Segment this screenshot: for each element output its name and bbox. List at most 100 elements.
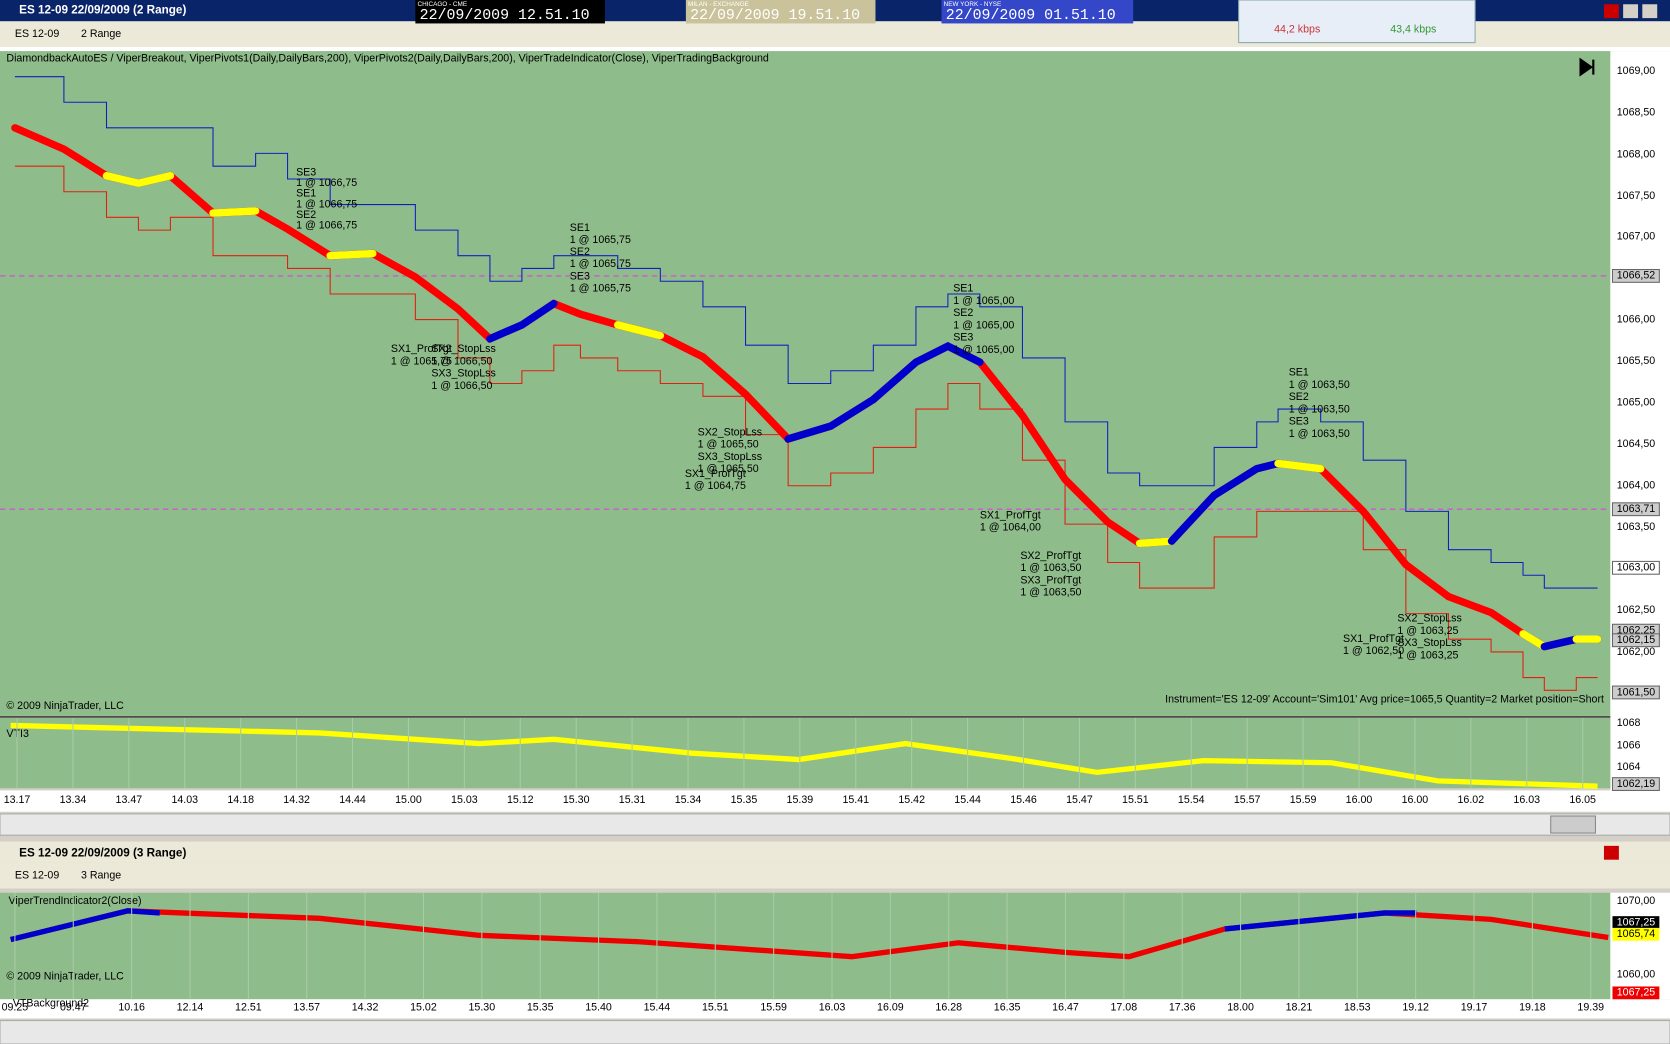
price-label: 1060,00 bbox=[1617, 969, 1656, 981]
clock bbox=[415, 0, 605, 24]
go-end[interactable] bbox=[1579, 57, 1595, 77]
trade-annotation: SE2 bbox=[953, 307, 973, 319]
position-info: Instrument='ES 12-09' Account='Sim101' A… bbox=[1165, 694, 1604, 706]
close-button[interactable] bbox=[1603, 845, 1619, 860]
time-label: 16.28 bbox=[935, 1002, 962, 1014]
minimize-button[interactable] bbox=[1623, 4, 1639, 19]
trend2-line bbox=[1224, 910, 1417, 932]
trade-annotation: 1 @ 1065,75 bbox=[570, 283, 631, 295]
time-label: 16.02 bbox=[1458, 794, 1485, 806]
scrollbar[interactable] bbox=[0, 1020, 1670, 1044]
price-label: 1066,00 bbox=[1617, 313, 1656, 325]
trade-annotation: 1 @ 1064,00 bbox=[980, 522, 1041, 534]
trade-annotation: 1 @ 1065,50 bbox=[698, 439, 759, 451]
upload-rate: 43,4 kbps bbox=[1390, 24, 1436, 36]
scrollbar[interactable] bbox=[0, 813, 1670, 836]
trade-annotation: 1 @ 1065,00 bbox=[953, 344, 1014, 356]
trend-line bbox=[1274, 459, 1325, 473]
trade-annotation: 1 @ 1063,25 bbox=[1397, 650, 1458, 662]
time-label: 19.39 bbox=[1577, 1002, 1604, 1014]
price-tag-label: 1065,74 bbox=[1617, 928, 1656, 940]
network-meter bbox=[1238, 0, 1476, 44]
instrument-select[interactable]: ES 12-09 bbox=[15, 869, 59, 881]
period-select[interactable]: 3 Range bbox=[81, 869, 121, 881]
copyright: © 2009 NinjaTrader, LLC bbox=[6, 700, 124, 712]
toolbar bbox=[0, 862, 1670, 889]
time-label: 16.35 bbox=[994, 1002, 1021, 1014]
trend-line bbox=[1519, 630, 1549, 651]
time-label: 15.59 bbox=[1290, 794, 1317, 806]
trend2-line bbox=[10, 908, 160, 943]
time-label: 16.00 bbox=[1402, 794, 1429, 806]
time-label: 09.47 bbox=[60, 1002, 87, 1014]
price-band bbox=[14, 76, 1598, 589]
trade-annotation: SE3 bbox=[296, 166, 316, 178]
trade-annotation: 1 @ 1065,75 bbox=[570, 234, 631, 246]
trade-annotation: SE1 bbox=[296, 188, 316, 200]
time-label: 15.34 bbox=[675, 794, 702, 806]
maximize-button[interactable] bbox=[1642, 4, 1658, 19]
scroll-thumb[interactable] bbox=[1550, 815, 1596, 834]
trade-annotation: SX3_StopLss bbox=[698, 451, 762, 463]
trade-annotation: 1 @ 1065,50 bbox=[698, 463, 759, 475]
trade-annotation: 1 @ 1063,50 bbox=[1289, 428, 1350, 440]
time-label: 13.17 bbox=[4, 794, 31, 806]
price-label: 1069,00 bbox=[1617, 65, 1656, 77]
price-tag-label: 1061,50 bbox=[1617, 686, 1656, 698]
trend-line bbox=[614, 321, 665, 340]
trend-line bbox=[102, 172, 175, 188]
trade-annotation: 1 @ 1063,50 bbox=[1020, 587, 1081, 599]
time-label: 15.57 bbox=[1234, 794, 1261, 806]
price-band bbox=[14, 165, 1598, 691]
trade-annotation: SE3 bbox=[570, 270, 590, 282]
price-tag bbox=[1611, 777, 1660, 791]
price-label: 1067,50 bbox=[1617, 190, 1656, 202]
trend-line bbox=[1135, 537, 1176, 548]
trade-annotation: 1 @ 1063,50 bbox=[1020, 562, 1081, 574]
clock-time: 22/09/2009 19.51.10 bbox=[690, 8, 860, 24]
clock-time: 22/09/2009 01.51.10 bbox=[946, 8, 1116, 24]
price-tag bbox=[1612, 916, 1660, 929]
time-label: 10.16 bbox=[118, 1002, 145, 1014]
copyright: © 2009 NinjaTrader, LLC bbox=[6, 971, 124, 983]
price-tag bbox=[1611, 268, 1660, 283]
trade-annotation: SX2_StopLss bbox=[1397, 613, 1461, 625]
trade-annotation: 1 @ 1066,75 bbox=[296, 177, 357, 189]
window-title: ES 12-09 22/09/2009 (2 Range) bbox=[19, 4, 186, 17]
clock-place: MILAN - EXCHANGE bbox=[688, 1, 749, 8]
trend-line bbox=[326, 249, 377, 260]
trade-annotation: 1 @ 1063,25 bbox=[1397, 625, 1458, 637]
close-button[interactable] bbox=[1603, 4, 1619, 19]
title-bar bbox=[0, 841, 1670, 863]
price-label: 1064,00 bbox=[1617, 480, 1656, 492]
time-label: 15.44 bbox=[954, 794, 981, 806]
time-label: 15.35 bbox=[731, 794, 758, 806]
trade-annotation: 1 @ 1065,00 bbox=[953, 319, 1014, 331]
trend-line bbox=[784, 342, 984, 443]
trend-line bbox=[209, 207, 260, 217]
time-label: 15.35 bbox=[527, 1002, 554, 1014]
price-label: 1062,50 bbox=[1617, 604, 1656, 616]
price-tag bbox=[1612, 986, 1660, 1000]
price-tag-label: 1062,15 bbox=[1617, 634, 1656, 646]
time-label: 14.32 bbox=[283, 794, 310, 806]
time-label: 13.34 bbox=[60, 794, 87, 806]
trade-annotation: SE1 bbox=[570, 222, 590, 234]
period-select[interactable]: 2 Range bbox=[81, 28, 121, 40]
time-label: 16.03 bbox=[819, 1002, 846, 1014]
price-label: 1065,00 bbox=[1617, 396, 1656, 408]
price-tag-label: 1067,25 bbox=[1617, 987, 1656, 999]
trade-annotation: 1 @ 1065,75 bbox=[570, 258, 631, 270]
instrument-select[interactable]: ES 12-09 bbox=[15, 28, 59, 40]
time-label: 15.44 bbox=[644, 1002, 671, 1014]
time-label: 15.39 bbox=[787, 794, 814, 806]
trade-annotation: SX2_ProfTgt bbox=[1020, 550, 1081, 562]
trade-annotation: SE1 bbox=[953, 283, 973, 295]
trend-line bbox=[1167, 459, 1282, 545]
trend-line bbox=[486, 299, 558, 343]
trade-annotation: 1 @ 1066,75 bbox=[296, 220, 357, 232]
price-tag-label: 1067,25 bbox=[1617, 916, 1656, 928]
background-label: VTBackground2 bbox=[13, 997, 89, 1009]
download-rate: 44,2 kbps bbox=[1274, 24, 1320, 36]
